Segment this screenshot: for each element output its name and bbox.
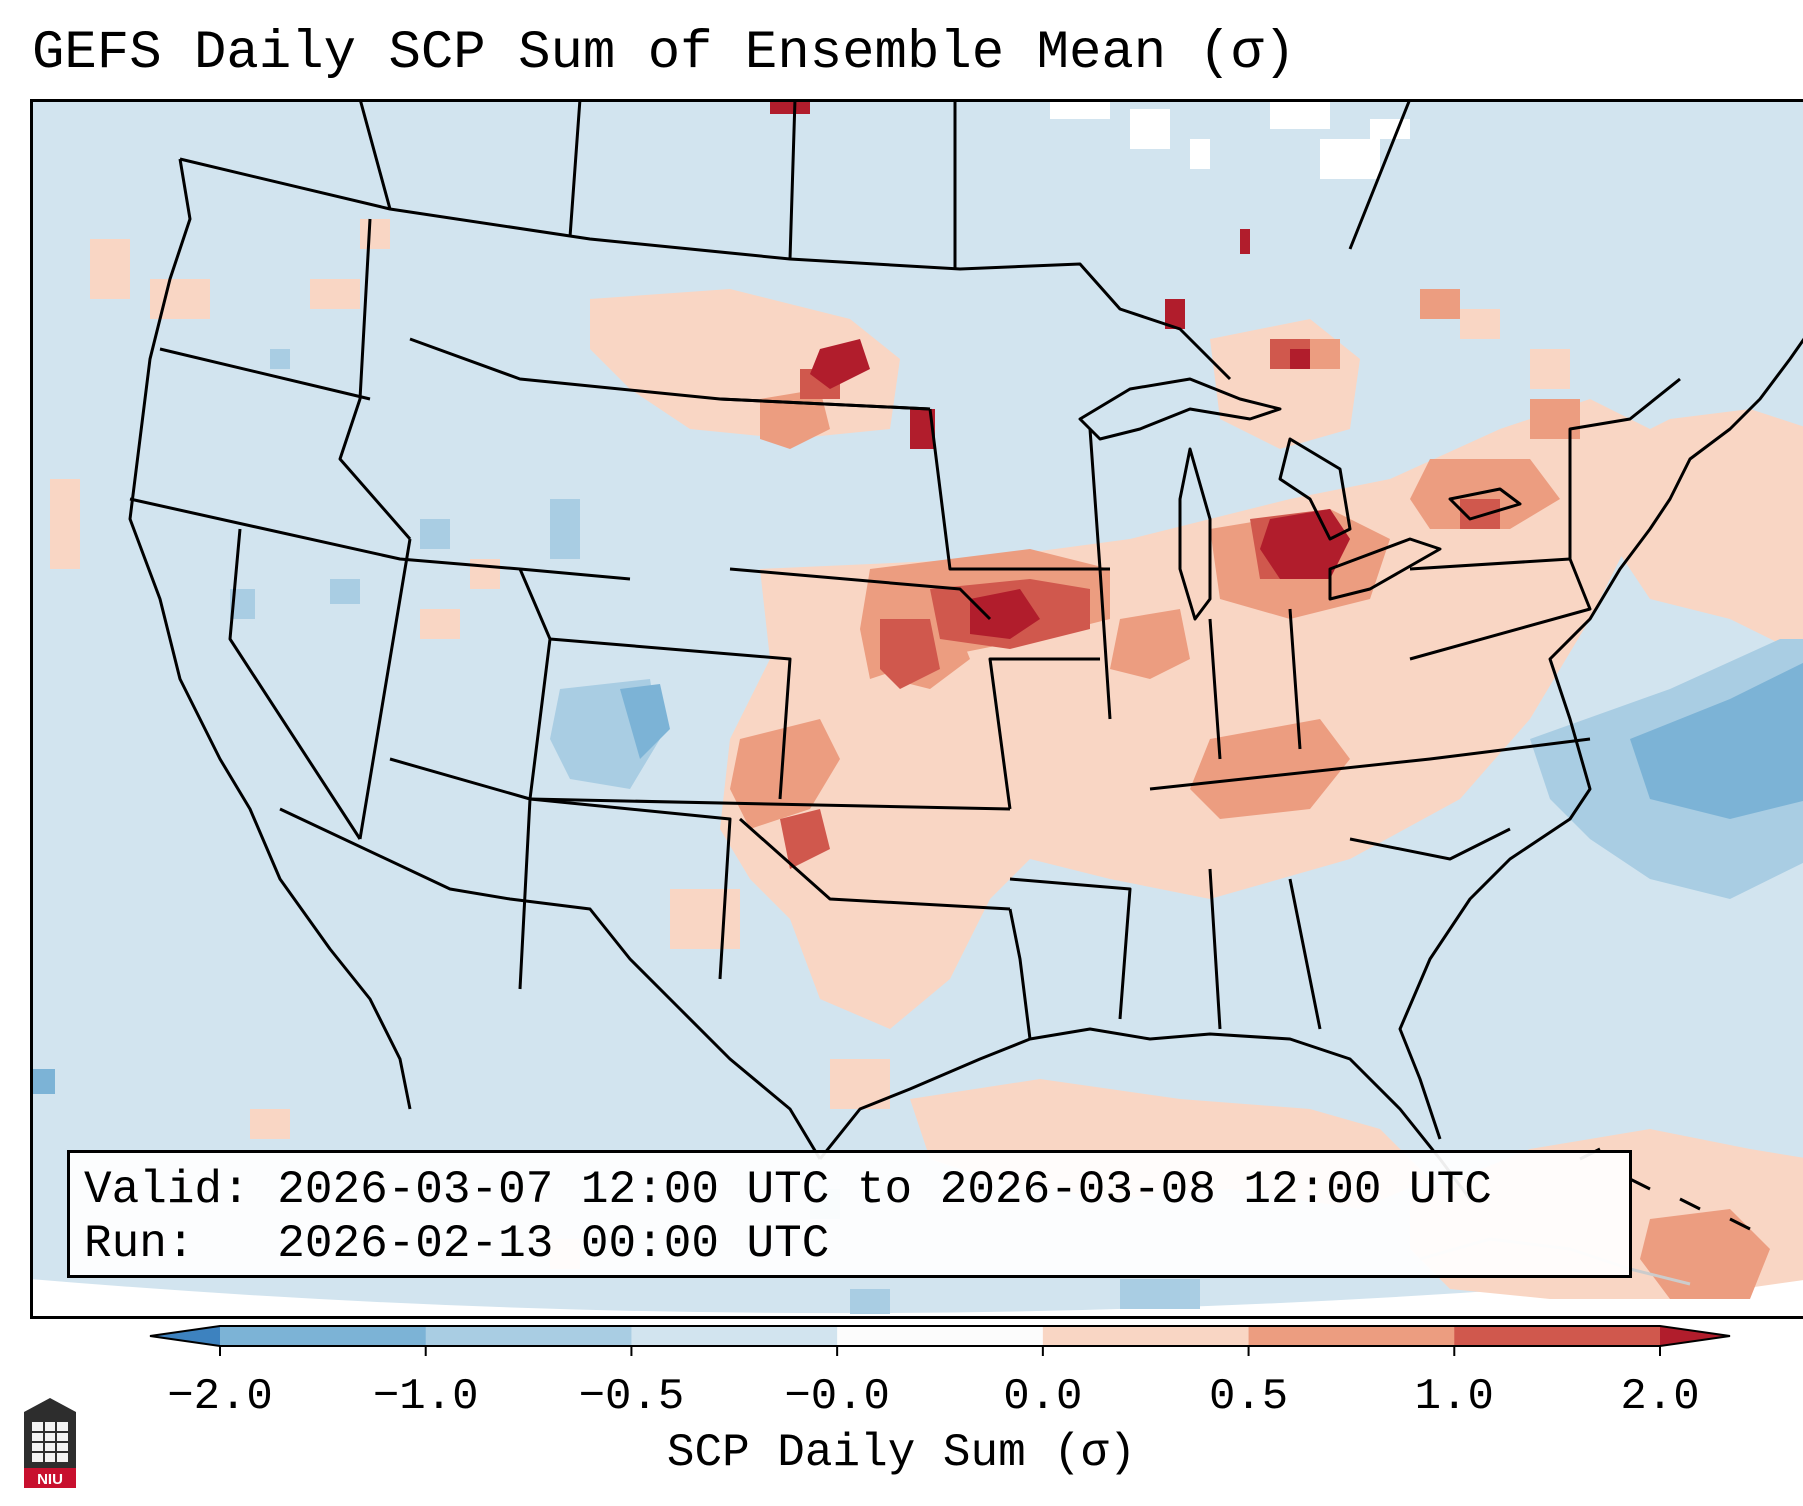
run-row: Run: 2026-02-13 00:00 UTC	[84, 1217, 1615, 1271]
colorbar-tick-label: −0.5	[579, 1372, 685, 1418]
state-line-ks-ok	[529, 797, 1011, 811]
colorbar-extend-high	[1660, 1326, 1730, 1346]
valid-value: 2026-03-07 12:00 UTC to 2026-03-08 12:00…	[277, 1164, 1492, 1216]
colorbar-bin	[1454, 1326, 1661, 1346]
lake-michigan	[1178, 447, 1212, 621]
map-panel	[30, 99, 1803, 1319]
us-canada-border	[179, 157, 1232, 381]
state-line-or-ca	[129, 497, 631, 581]
colorbar-bin	[1042, 1326, 1250, 1346]
lake-huron	[1278, 437, 1352, 541]
state-line-ny-vt	[1568, 377, 1681, 559]
logo-text: NIU	[37, 1471, 63, 1488]
niu-logo: NIU	[24, 1398, 76, 1488]
missing-data-patches	[1050, 99, 1410, 179]
projection-outside	[30, 1264, 1803, 1319]
mexico-border	[279, 807, 822, 1160]
state-line-in-oh	[1208, 608, 1302, 760]
lake-superior	[1078, 377, 1282, 441]
colorbar-bin	[837, 1326, 1044, 1346]
anomaly-field-positive	[50, 99, 1803, 1299]
state-line-mn-ia	[928, 408, 1110, 571]
colorbar: −2.0 −1.0 −0.5 −0.0 0.0 0.5 1.0 2.0	[149, 1325, 1731, 1418]
colorbar-bins	[149, 1325, 1731, 1347]
colorbar-ticks: −2.0 −1.0 −0.5 −0.0 0.0 0.5 1.0 2.0	[167, 1346, 1700, 1418]
canada-province-lines	[358, 99, 1412, 269]
state-line-id	[338, 218, 412, 540]
map-boundaries	[128, 99, 1803, 1286]
state-line-ca-nv	[228, 528, 362, 840]
valid-row: Valid: 2026-03-07 12:00 UTC to 2026-03-0…	[84, 1163, 1615, 1217]
state-line-nd-sd	[719, 397, 931, 411]
colorbar-tick-label: −0.0	[784, 1372, 890, 1418]
colorbar-tick-label: −1.0	[373, 1372, 479, 1418]
colorbar-tick-label: −2.0	[167, 1372, 273, 1418]
state-line-nc-sc	[1349, 827, 1511, 861]
gulf-coast	[818, 1027, 1472, 1200]
valid-label: Valid:	[84, 1164, 250, 1216]
state-line-mo	[988, 657, 1100, 810]
state-line-tn-ky	[1149, 737, 1591, 791]
state-line-wi-il	[1088, 428, 1112, 720]
state-line-co-ks	[549, 637, 792, 800]
run-value: 2026-02-13 00:00 UTC	[277, 1218, 830, 1270]
lake-erie	[1328, 537, 1442, 601]
state-line-al-ga	[1208, 868, 1322, 1030]
state-line-wa-or	[159, 347, 371, 401]
colorbar-tick-label: 2.0	[1620, 1372, 1699, 1418]
validity-info-box: Valid: 2026-03-07 12:00 UTC to 2026-03-0…	[67, 1150, 1632, 1278]
run-label: Run:	[84, 1218, 195, 1270]
chart-title: GEFS Daily SCP Sum of Ensemble Mean (σ)	[32, 23, 1296, 84]
colorbar-tick-label: 1.0	[1415, 1372, 1494, 1418]
state-line-nm-tx	[529, 797, 732, 980]
colorbar-bin	[220, 1326, 427, 1346]
state-line-ar-ms	[1009, 877, 1132, 1020]
colorbar-tick-label: 0.5	[1209, 1372, 1288, 1418]
west-coast	[128, 158, 412, 1110]
state-line-ne-ks	[729, 567, 992, 621]
colorbar-bin	[631, 1326, 838, 1346]
state-line-tx-la	[1008, 908, 1032, 1040]
colorbar-bin	[1248, 1326, 1455, 1346]
east-coast	[1398, 337, 1803, 1140]
state-line-ok-tx	[739, 817, 1011, 911]
lake-ontario	[1448, 487, 1522, 521]
colorbar-label: SCP Daily Sum (σ)	[666, 1427, 1137, 1479]
colorbar-extend-low	[150, 1326, 220, 1346]
colorbar-bin	[425, 1326, 632, 1346]
state-line-nv-ut	[358, 538, 412, 840]
colorbar-tick-label: 0.0	[1003, 1372, 1082, 1418]
state-line-pa-ny	[1409, 557, 1592, 661]
